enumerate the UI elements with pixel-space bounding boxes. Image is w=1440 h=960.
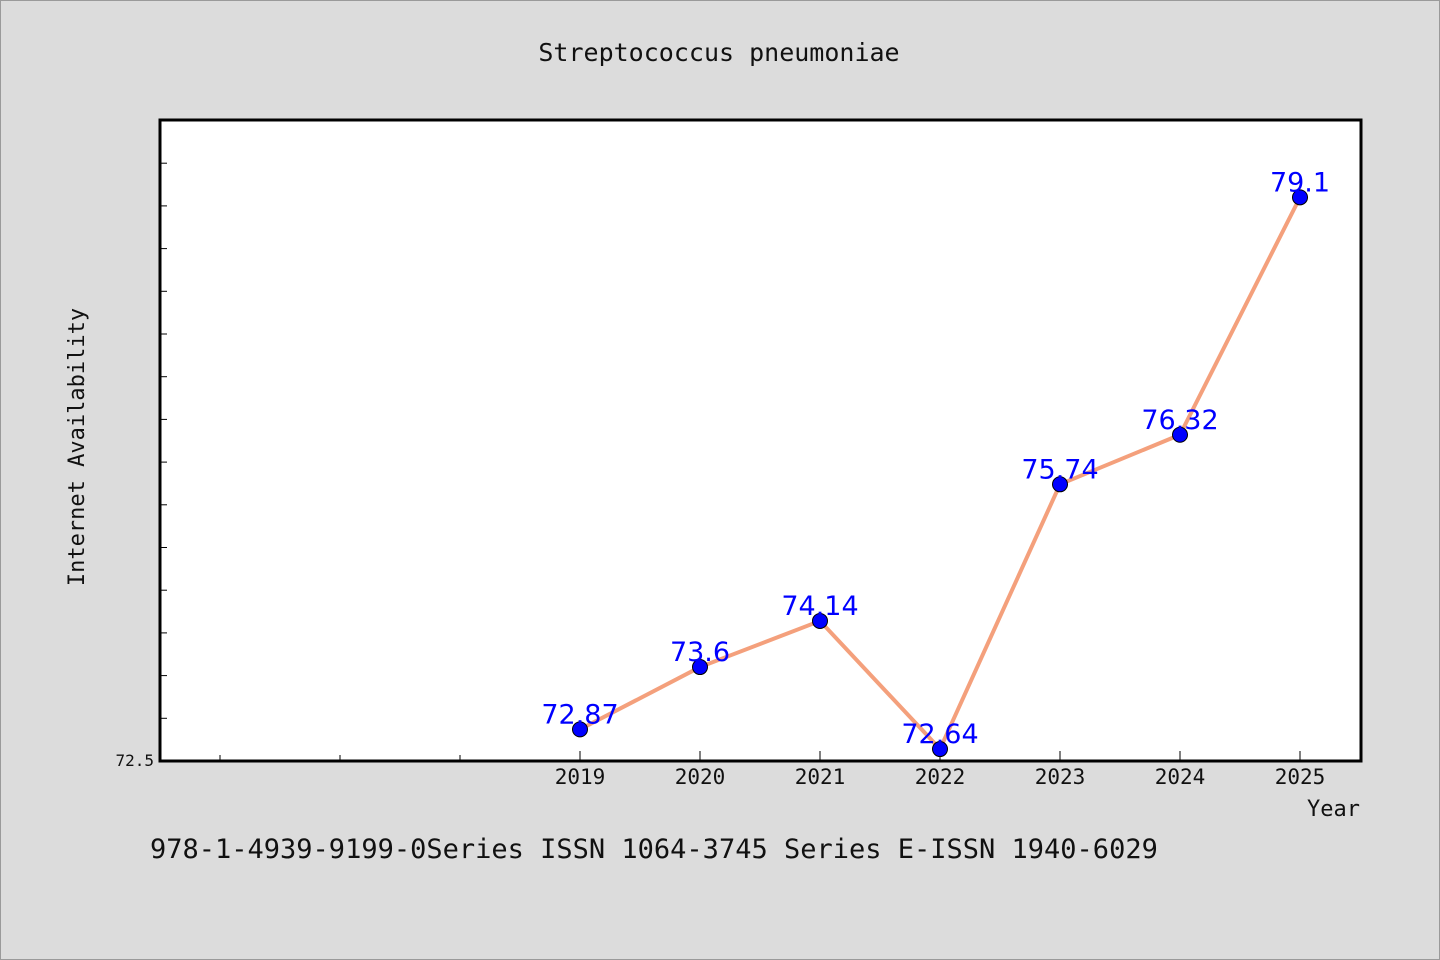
data-label: 72.87 bbox=[541, 699, 618, 730]
data-point bbox=[1052, 476, 1068, 493]
x-axis-label: Year bbox=[1307, 797, 1360, 822]
x-tick-label: 2020 bbox=[675, 765, 726, 789]
x-tick-label: 2025 bbox=[1275, 765, 1326, 789]
data-label: 74.14 bbox=[781, 591, 858, 622]
data-point bbox=[692, 659, 708, 676]
data-label: 73.6 bbox=[670, 637, 730, 668]
x-tick-labels: 2019 2020 2021 2022 2023 2024 2025 bbox=[555, 765, 1326, 789]
data-point bbox=[1292, 189, 1308, 206]
data-label: 72.64 bbox=[901, 719, 978, 750]
y-axis-label: Internet Availability bbox=[65, 308, 90, 586]
data-point bbox=[1172, 426, 1188, 443]
data-label: 79.1 bbox=[1270, 167, 1330, 198]
x-tick-label: 2024 bbox=[1155, 765, 1206, 789]
x-tick-label: 2019 bbox=[555, 765, 606, 789]
data-point bbox=[572, 721, 588, 738]
x-tick-label: 2023 bbox=[1035, 765, 1086, 789]
y-axis-ticks bbox=[160, 162, 167, 719]
chart-title: Streptococcus pneumoniae bbox=[538, 38, 899, 67]
x-tick-label: 2021 bbox=[795, 765, 846, 789]
data-point bbox=[932, 741, 948, 758]
data-label: 75.74 bbox=[1021, 454, 1098, 485]
y-tick-label: 72.5 bbox=[115, 751, 154, 770]
footer-text: 978-1-4939-9199-0Series ISSN 1064-3745 S… bbox=[150, 834, 1158, 865]
data-point bbox=[812, 612, 828, 629]
series-group: 72.87 73.6 74.14 72.64 75.74 76.32 79.1 bbox=[541, 167, 1330, 758]
plot-area bbox=[158, 118, 1363, 763]
x-tick-label: 2022 bbox=[915, 765, 966, 789]
data-label: 76.32 bbox=[1141, 405, 1218, 436]
